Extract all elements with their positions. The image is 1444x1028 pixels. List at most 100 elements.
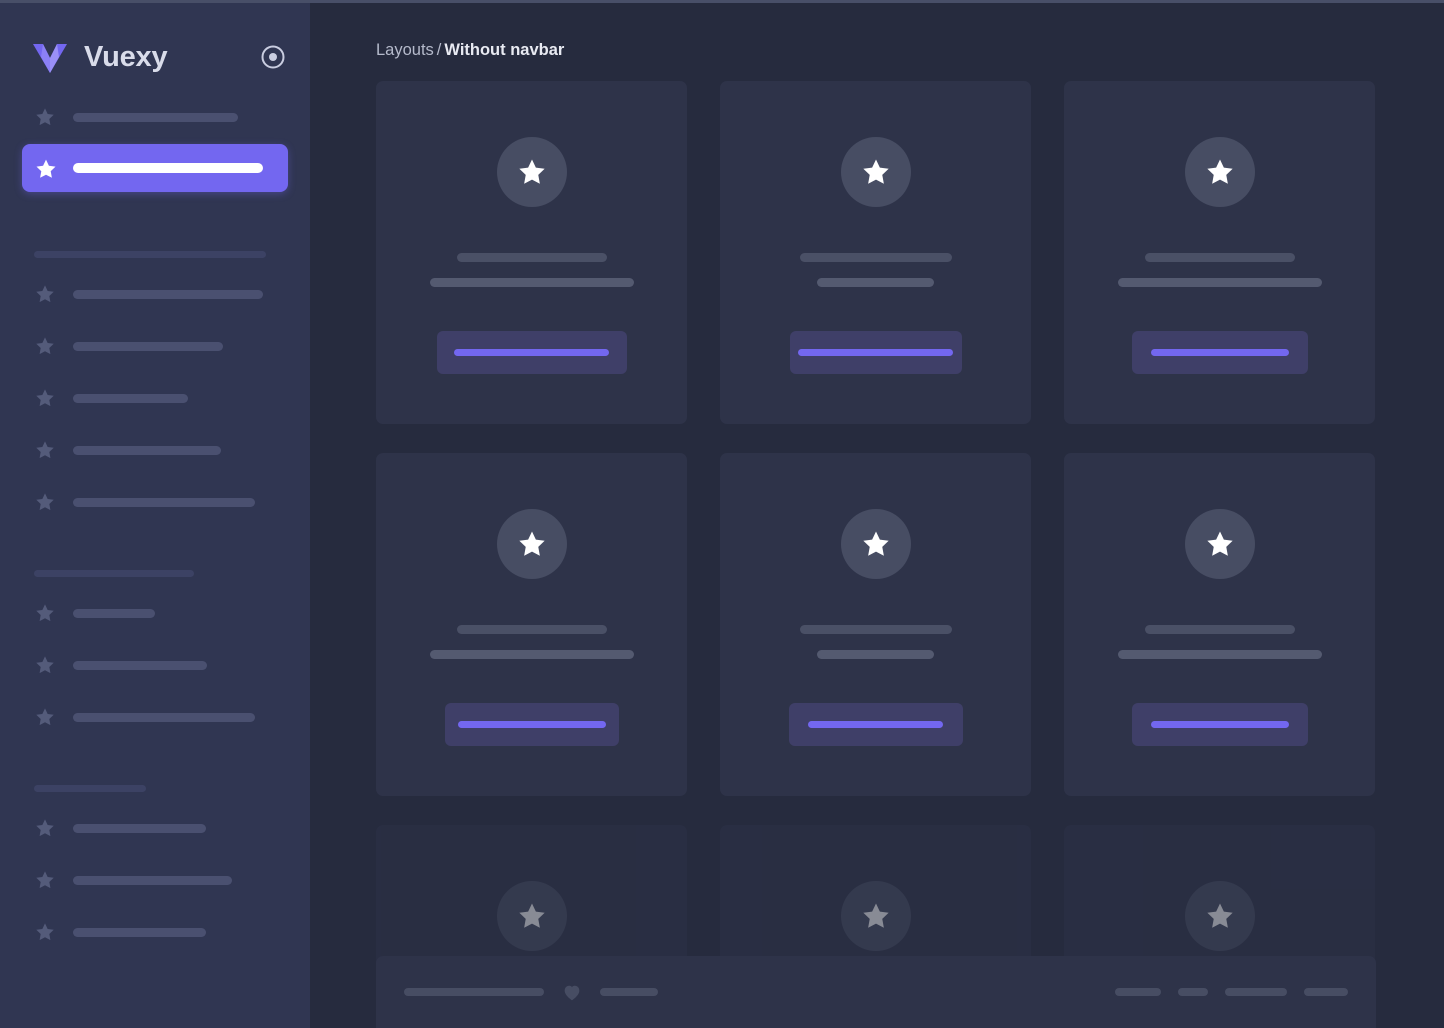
sidebar-section-header (34, 251, 266, 258)
sidebar-item-placeholder (73, 660, 207, 670)
star-icon (1204, 900, 1236, 932)
star-icon (860, 156, 892, 188)
footer-placeholder-bar (600, 988, 658, 996)
sidebar-item-8[interactable] (22, 595, 288, 631)
sidebar-item-2-active[interactable] (22, 144, 288, 192)
card-action-button[interactable] (1131, 703, 1308, 746)
card-action-button[interactable] (1131, 331, 1308, 374)
footer-link-placeholder[interactable] (1225, 988, 1287, 996)
star-icon (34, 157, 56, 179)
breadcrumb-separator: / (436, 41, 442, 59)
sidebar-item-placeholder (73, 112, 238, 122)
sidebar-item-13[interactable] (22, 914, 288, 950)
star-icon (34, 106, 56, 128)
breadcrumb-parent[interactable]: Layouts (376, 41, 434, 59)
star-icon (860, 900, 892, 932)
circle-dot-icon[interactable] (260, 44, 286, 70)
avatar (840, 137, 911, 207)
card-line-secondary (1117, 650, 1322, 659)
star-icon (516, 900, 548, 932)
star-icon (34, 439, 56, 461)
nav-spacer (0, 201, 310, 227)
card-placeholder-lines (376, 625, 687, 659)
star-icon (1204, 528, 1236, 560)
footer-left-group (404, 981, 658, 1003)
footer-link-placeholder[interactable] (1115, 988, 1161, 996)
sidebar-item-placeholder (73, 445, 221, 455)
avatar (840, 881, 911, 951)
card-line-secondary (429, 278, 634, 287)
sidebar-item-11[interactable] (22, 810, 288, 846)
sidebar-item-placeholder (73, 497, 255, 507)
sidebar-item-10[interactable] (22, 699, 288, 735)
sidebar-item-3[interactable] (22, 276, 288, 312)
card-line-secondary (817, 650, 934, 659)
card-placeholder-lines (1064, 625, 1375, 659)
footer-right-group (1115, 988, 1348, 996)
card-line-primary (799, 625, 952, 634)
avatar (1184, 881, 1255, 951)
breadcrumb: Layouts / Without navbar (310, 3, 1444, 60)
sidebar-item-7[interactable] (22, 484, 288, 520)
star-icon (34, 283, 56, 305)
sidebar-item-placeholder (73, 289, 263, 299)
content-card[interactable] (720, 453, 1031, 796)
avatar (496, 509, 567, 579)
sidebar-item-placeholder (73, 712, 255, 722)
star-icon (516, 156, 548, 188)
main-content: Layouts / Without navbar (310, 3, 1444, 1028)
card-placeholder-lines (720, 253, 1031, 287)
sidebar-item-6[interactable] (22, 432, 288, 468)
star-icon (34, 491, 56, 513)
card-button-placeholder (1150, 721, 1289, 728)
card-button-placeholder (1150, 349, 1289, 356)
breadcrumb-current: Without navbar (444, 41, 565, 59)
brand-name: Vuexy (84, 40, 168, 73)
content-card[interactable] (376, 81, 687, 424)
sidebar-item-12[interactable] (22, 862, 288, 898)
card-grid (310, 60, 1444, 1028)
card-action-button[interactable] (444, 703, 619, 746)
card-button-placeholder (454, 349, 609, 356)
card-placeholder-lines (720, 625, 1031, 659)
content-card[interactable] (376, 453, 687, 796)
sidebar-item-placeholder (73, 341, 223, 351)
card-line-secondary (1117, 278, 1322, 287)
star-icon (34, 387, 56, 409)
card-button-placeholder (808, 721, 943, 728)
card-action-button[interactable] (788, 703, 963, 746)
footer-bar (376, 956, 1376, 1028)
footer-link-placeholder[interactable] (1178, 988, 1208, 996)
content-card[interactable] (1064, 81, 1375, 424)
vuexy-v-logo-icon (30, 37, 70, 77)
avatar (1184, 137, 1255, 207)
avatar (496, 137, 567, 207)
sidebar-item-9[interactable] (22, 647, 288, 683)
sidebar-item-4[interactable] (22, 328, 288, 364)
card-line-primary (456, 625, 607, 634)
sidebar-item-1[interactable] (22, 99, 288, 135)
card-action-button[interactable] (789, 331, 962, 374)
card-line-primary (1144, 625, 1295, 634)
star-icon (34, 602, 56, 624)
star-icon (34, 817, 56, 839)
card-action-button[interactable] (436, 331, 627, 374)
card-button-placeholder (798, 349, 953, 356)
sidebar-item-placeholder (73, 927, 206, 937)
star-icon (516, 528, 548, 560)
sidebar: Vuexy (0, 3, 310, 1028)
card-line-primary (1144, 253, 1295, 262)
sidebar-nav (0, 85, 310, 950)
footer-link-placeholder[interactable] (1304, 988, 1348, 996)
footer-placeholder-bar (404, 988, 544, 996)
card-line-secondary (817, 278, 934, 287)
star-icon (34, 869, 56, 891)
star-icon (1204, 156, 1236, 188)
sidebar-item-5[interactable] (22, 380, 288, 416)
star-icon (34, 335, 56, 357)
content-card[interactable] (720, 81, 1031, 424)
card-placeholder-lines (376, 253, 687, 287)
content-card[interactable] (1064, 453, 1375, 796)
sidebar-section-header (34, 570, 194, 577)
